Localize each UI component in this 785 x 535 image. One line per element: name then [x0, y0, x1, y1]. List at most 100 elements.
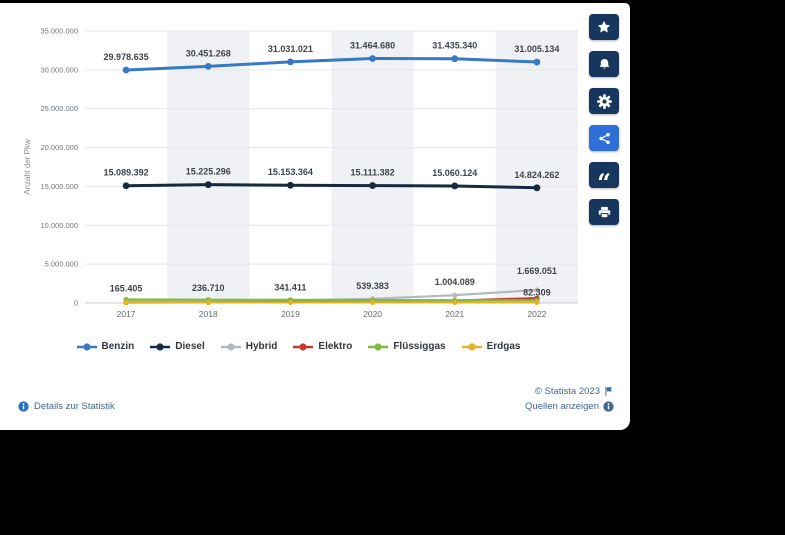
legend-marker — [150, 342, 171, 351]
info-icon — [18, 401, 29, 412]
data-point[interactable] — [369, 55, 376, 62]
side-toolbar: “ — [589, 14, 619, 225]
legend-item-erdgas[interactable]: Erdgas — [461, 341, 521, 352]
legend-marker — [368, 342, 389, 351]
details-link[interactable]: Details zur Statistik — [18, 401, 115, 412]
data-point[interactable] — [369, 182, 376, 189]
legend-label: Benzin — [101, 341, 135, 352]
line-chart: 0 5.000.000 10.000.000 15.000.000 20.000.000… — [23, 27, 578, 319]
data-point[interactable] — [452, 299, 458, 305]
data-label: 82.309 — [523, 287, 551, 297]
y-axis-title: Anzahl der Pkw — [23, 139, 32, 195]
info-icon — [603, 401, 614, 412]
legend-label: Flüssiggas — [393, 341, 446, 352]
data-point[interactable] — [533, 184, 541, 192]
data-label: 31.005.134 — [514, 44, 559, 54]
legend-item-hybrid[interactable]: Hybrid — [220, 341, 278, 352]
plot-band — [331, 31, 414, 303]
sources-link[interactable]: Quellen anzeigen — [525, 401, 614, 412]
x-axis-label: 2019 — [281, 309, 300, 319]
data-label: 15.111.382 — [351, 168, 395, 178]
legend-item-diesel[interactable]: Diesel — [149, 341, 205, 352]
printer-icon — [598, 206, 610, 218]
y-axis-tick-label: 10.000.000 — [40, 221, 78, 230]
gear-icon — [596, 93, 612, 109]
data-label: 341.411 — [274, 282, 306, 292]
y-axis-tick-label: 5.000.000 — [45, 260, 78, 269]
y-axis-tick-label: 20.000.000 — [40, 143, 78, 152]
series-benzin: 29.978.635 30.451.268 31.031.021 31.464.680… — [104, 40, 559, 74]
legend-item-benzin[interactable]: Benzin — [76, 341, 135, 352]
notification-button[interactable] — [589, 51, 619, 77]
chart-legend: Benzin Diesel Hybrid Elektro Flüssiggas Erdga… — [0, 341, 596, 352]
x-axis-label: 2020 — [363, 309, 382, 319]
data-label: 31.464.680 — [350, 40, 395, 50]
plot-band — [167, 31, 250, 303]
legend-label: Elektro — [318, 341, 353, 352]
y-axis-tick-label: 30.000.000 — [40, 65, 78, 74]
data-point[interactable] — [204, 181, 212, 189]
data-label: 1.004.089 — [435, 277, 475, 287]
data-label: 15.089.392 — [104, 168, 149, 178]
data-point[interactable] — [205, 299, 211, 305]
share-icon — [598, 132, 610, 144]
footer-right: © Statista 2023 Quellen anzeigen — [525, 386, 614, 412]
data-label: 236.710 — [192, 283, 225, 293]
data-point[interactable] — [287, 299, 294, 305]
data-label: 15.153.364 — [268, 167, 313, 177]
data-point[interactable] — [122, 182, 130, 190]
x-axis-label: 2017 — [117, 309, 136, 319]
legend-item-flussiggas[interactable]: Flüssiggas — [367, 341, 446, 352]
data-point[interactable] — [451, 55, 459, 63]
data-label: 1.669.051 — [517, 266, 557, 276]
flag-icon[interactable] — [604, 386, 614, 397]
data-point[interactable] — [534, 299, 540, 305]
y-axis-tick-label: 35.000.000 — [40, 27, 78, 36]
plot-band — [495, 31, 578, 303]
star-icon — [597, 20, 611, 33]
legend-marker — [461, 342, 482, 351]
y-axis-tick-label: 25.000.000 — [40, 104, 78, 113]
citation-button[interactable]: “ — [589, 162, 619, 195]
data-label: 15.060.124 — [432, 168, 477, 178]
series-line — [126, 298, 537, 302]
data-label: 29.978.635 — [104, 52, 149, 62]
share-button[interactable] — [589, 125, 619, 151]
legend-label: Erdgas — [486, 341, 521, 352]
y-axis-tick-label: 0 — [74, 299, 78, 308]
series-diesel: 15.089.392 15.225.296 15.153.364 15.111.382… — [104, 167, 559, 192]
data-point[interactable] — [122, 66, 130, 74]
data-label: 31.031.021 — [268, 44, 313, 54]
data-point[interactable] — [204, 62, 212, 70]
x-axis-label: 2018 — [199, 309, 218, 319]
data-point[interactable] — [533, 58, 541, 66]
print-button[interactable] — [589, 199, 619, 225]
data-point[interactable] — [287, 58, 294, 66]
x-axis-label: 2021 — [445, 309, 464, 319]
data-label: 539.383 — [356, 281, 389, 291]
data-label: 165.405 — [110, 284, 143, 294]
data-label: 31.435.340 — [432, 41, 477, 51]
legend-item-elektro[interactable]: Elektro — [292, 341, 352, 352]
data-label: 15.225.296 — [186, 167, 231, 177]
data-point[interactable] — [451, 182, 459, 190]
x-axis-label: 2022 — [527, 309, 546, 319]
legend-label: Hybrid — [245, 341, 278, 352]
data-label: 30.451.268 — [186, 48, 231, 58]
data-point[interactable] — [123, 299, 129, 305]
legend-marker — [76, 342, 97, 351]
sources-link-label: Quellen anzeigen — [525, 401, 599, 412]
data-point[interactable] — [287, 181, 294, 189]
settings-button[interactable] — [589, 88, 619, 114]
data-point[interactable] — [369, 299, 376, 305]
favorite-button[interactable] — [589, 14, 619, 40]
chart-card: 0 5.000.000 10.000.000 15.000.000 20.000.000… — [0, 3, 630, 430]
data-point[interactable] — [452, 292, 458, 298]
data-point[interactable] — [534, 287, 540, 293]
series-line — [126, 183, 537, 190]
legend-marker — [220, 342, 241, 351]
legend-label: Diesel — [175, 341, 205, 352]
data-label: 14.824.262 — [514, 170, 559, 180]
legend-marker — [293, 342, 314, 351]
